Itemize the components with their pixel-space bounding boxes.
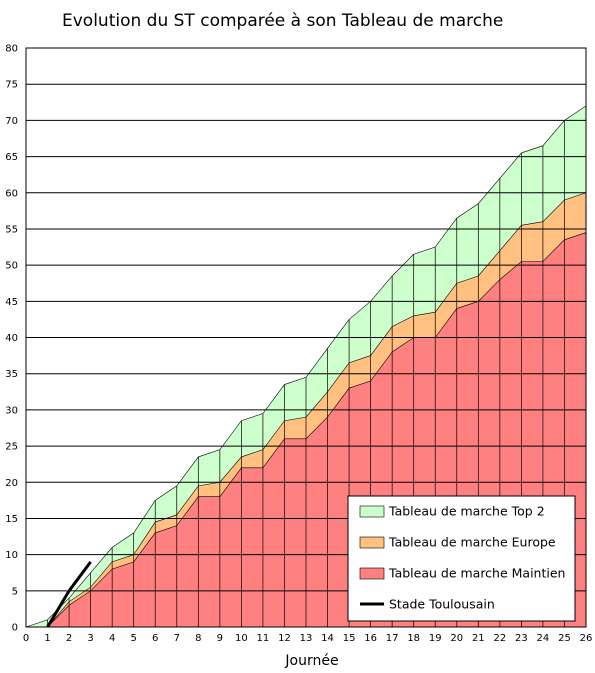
x-tick-6: 6 bbox=[152, 633, 158, 644]
y-tick-75: 75 bbox=[5, 80, 18, 91]
x-tick-19: 19 bbox=[429, 633, 442, 644]
x-tick-23: 23 bbox=[515, 633, 528, 644]
x-tick-24: 24 bbox=[537, 633, 550, 644]
x-tick-26: 26 bbox=[580, 633, 593, 644]
y-tick-35: 35 bbox=[5, 369, 18, 380]
legend-label-4: Stade Toulousain bbox=[389, 597, 495, 612]
legend: Tableau de marche Top 2 Tableau de marche… bbox=[347, 495, 576, 622]
line-series-group bbox=[46, 560, 92, 628]
x-tick-14: 14 bbox=[321, 633, 334, 644]
y-tick-15: 15 bbox=[5, 514, 18, 525]
x-tick-16: 16 bbox=[364, 633, 377, 644]
y-tick-50: 50 bbox=[5, 261, 18, 272]
y-tick-25: 25 bbox=[5, 442, 18, 453]
y-tick-80: 80 bbox=[5, 44, 18, 55]
x-tick-7: 7 bbox=[174, 633, 180, 644]
legend-box bbox=[347, 495, 576, 622]
x-tick-5: 5 bbox=[131, 633, 137, 644]
x-tick-1: 1 bbox=[44, 633, 50, 644]
x-tick-0: 0 bbox=[23, 633, 29, 644]
y-tick-0: 0 bbox=[12, 623, 18, 634]
y-tick-5: 5 bbox=[12, 586, 18, 597]
y-tick-55: 55 bbox=[5, 224, 18, 235]
y-tick-20: 20 bbox=[5, 478, 18, 489]
x-tick-11: 11 bbox=[257, 633, 270, 644]
x-tick-10: 10 bbox=[235, 633, 248, 644]
y-tick-65: 65 bbox=[5, 152, 18, 163]
x-tick-21: 21 bbox=[472, 633, 485, 644]
x-tick-18: 18 bbox=[407, 633, 420, 644]
x-tick-3: 3 bbox=[87, 633, 93, 644]
x-tick-8: 8 bbox=[195, 633, 201, 644]
line-series-stade-toulousain bbox=[46, 560, 92, 628]
y-tick-45: 45 bbox=[5, 297, 18, 308]
x-tick-25: 25 bbox=[558, 633, 571, 644]
x-tick-4: 4 bbox=[109, 633, 115, 644]
legend-swatch-3 bbox=[359, 567, 385, 580]
x-tick-17: 17 bbox=[386, 633, 399, 644]
x-tick-12: 12 bbox=[278, 633, 291, 644]
x-tick-15: 15 bbox=[343, 633, 356, 644]
x-tick-9: 9 bbox=[217, 633, 223, 644]
y-tick-60: 60 bbox=[5, 188, 18, 199]
x-axis-label: Journée bbox=[284, 653, 338, 669]
plot-frame bbox=[25, 47, 587, 628]
y-axis-tick-labels: 0 5 10 15 20 25 30 35 40 45 50 55 60 65 70 75 80 bbox=[5, 44, 18, 634]
legend-swatch-2 bbox=[359, 536, 385, 549]
y-tick-70: 70 bbox=[5, 116, 18, 127]
y-tick-40: 40 bbox=[5, 333, 18, 344]
x-tick-20: 20 bbox=[450, 633, 463, 644]
chart-title: Evolution du ST comparée à son Tableau d… bbox=[62, 11, 503, 31]
legend-label-3: Tableau de marche Maintien bbox=[388, 566, 565, 581]
legend-swatch-1 bbox=[359, 505, 385, 518]
x-tick-2: 2 bbox=[66, 633, 72, 644]
x-tick-22: 22 bbox=[493, 633, 506, 644]
legend-label-2: Tableau de marche Europe bbox=[388, 535, 556, 550]
legend-label-1: Tableau de marche Top 2 bbox=[388, 504, 545, 519]
x-axis-tick-labels: 0 1 2 3 4 5 6 7 8 9 10 11 12 13 14 15 16 17 18 19 20 21 22 23 24… bbox=[23, 633, 593, 644]
x-tick-13: 13 bbox=[300, 633, 313, 644]
y-tick-30: 30 bbox=[5, 405, 18, 416]
y-tick-10: 10 bbox=[5, 550, 18, 561]
